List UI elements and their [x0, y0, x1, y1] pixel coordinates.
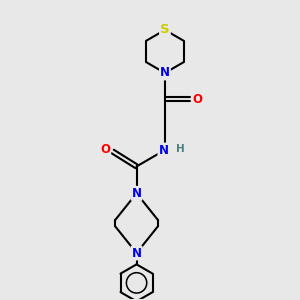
Text: O: O [192, 93, 202, 106]
Text: N: N [132, 247, 142, 260]
Text: O: O [100, 143, 110, 156]
Text: H: H [176, 143, 185, 154]
Text: N: N [132, 187, 142, 200]
Text: S: S [160, 23, 170, 37]
Text: N: N [160, 67, 170, 80]
Text: N: N [158, 143, 168, 157]
